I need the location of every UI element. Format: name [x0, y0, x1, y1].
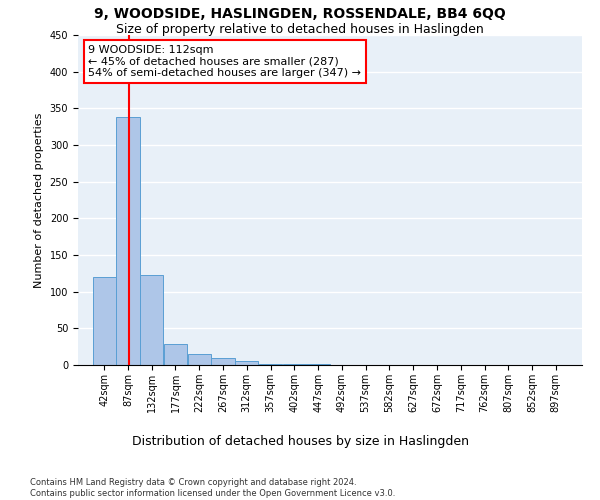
Bar [259, 364, 282, 365]
Text: Contains HM Land Registry data © Crown copyright and database right 2024.
Contai: Contains HM Land Registry data © Crown c… [30, 478, 395, 498]
Bar [211, 358, 235, 365]
Bar [307, 364, 330, 365]
Y-axis label: Number of detached properties: Number of detached properties [34, 112, 44, 288]
Bar [235, 360, 259, 365]
Bar [283, 364, 306, 365]
Text: 9 WOODSIDE: 112sqm
← 45% of detached houses are smaller (287)
54% of semi-detach: 9 WOODSIDE: 112sqm ← 45% of detached hou… [88, 45, 361, 78]
Bar [116, 117, 140, 365]
Text: 9, WOODSIDE, HASLINGDEN, ROSSENDALE, BB4 6QQ: 9, WOODSIDE, HASLINGDEN, ROSSENDALE, BB4… [94, 8, 506, 22]
Bar [188, 354, 211, 365]
Bar [164, 344, 187, 365]
Bar [92, 277, 116, 365]
Bar [140, 275, 163, 365]
Text: Size of property relative to detached houses in Haslingden: Size of property relative to detached ho… [116, 22, 484, 36]
Text: Distribution of detached houses by size in Haslingden: Distribution of detached houses by size … [131, 435, 469, 448]
